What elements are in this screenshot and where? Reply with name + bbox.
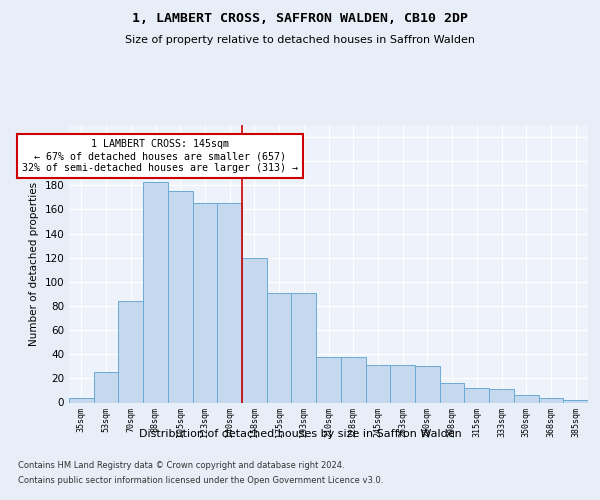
Bar xyxy=(316,356,341,403)
Text: 1, LAMBERT CROSS, SAFFRON WALDEN, CB10 2DP: 1, LAMBERT CROSS, SAFFRON WALDEN, CB10 2… xyxy=(132,12,468,26)
Text: 1 LAMBERT CROSS: 145sqm
← 67% of detached houses are smaller (657)
32% of semi-d: 1 LAMBERT CROSS: 145sqm ← 67% of detache… xyxy=(22,140,298,172)
Bar xyxy=(464,388,489,402)
Text: Distribution of detached houses by size in Saffron Walden: Distribution of detached houses by size … xyxy=(139,429,461,439)
Bar xyxy=(143,182,168,402)
Bar xyxy=(563,400,588,402)
Y-axis label: Number of detached properties: Number of detached properties xyxy=(29,182,39,346)
Bar xyxy=(440,383,464,402)
Bar xyxy=(390,365,415,403)
Text: Contains public sector information licensed under the Open Government Licence v3: Contains public sector information licen… xyxy=(18,476,383,485)
Text: Size of property relative to detached houses in Saffron Walden: Size of property relative to detached ho… xyxy=(125,35,475,45)
Bar xyxy=(267,292,292,403)
Bar xyxy=(168,192,193,402)
Bar xyxy=(514,396,539,402)
Bar xyxy=(217,204,242,402)
Bar xyxy=(242,258,267,402)
Bar xyxy=(415,366,440,402)
Bar xyxy=(341,356,365,403)
Text: Contains HM Land Registry data © Crown copyright and database right 2024.: Contains HM Land Registry data © Crown c… xyxy=(18,461,344,470)
Bar xyxy=(489,389,514,402)
Bar xyxy=(94,372,118,402)
Bar xyxy=(118,301,143,402)
Bar xyxy=(69,398,94,402)
Bar xyxy=(193,204,217,402)
Bar xyxy=(539,398,563,402)
Bar xyxy=(292,292,316,403)
Bar xyxy=(365,365,390,403)
